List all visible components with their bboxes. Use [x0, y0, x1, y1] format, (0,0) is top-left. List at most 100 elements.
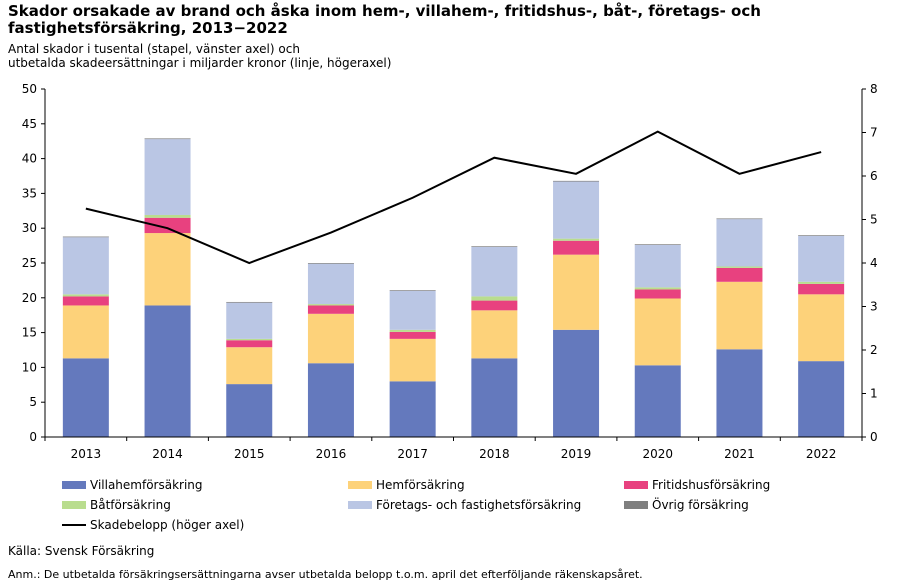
legend-swatch: [624, 481, 648, 489]
legend-swatch: [348, 481, 372, 489]
legend-swatch: [348, 501, 372, 509]
bar-segment: [553, 254, 600, 330]
bar-segment: [798, 294, 845, 362]
legend-label: Skadebelopp (höger axel): [90, 518, 245, 532]
bar-segment: [798, 235, 845, 236]
chart-title: Skador orsakade av brand och åska inom h…: [8, 2, 761, 37]
bar-segment: [307, 263, 354, 305]
y2-tick-label: 5: [870, 213, 878, 227]
bar-segment: [798, 281, 845, 284]
source-text: Källa: Svensk Försäkring: [8, 544, 155, 558]
y-tick-label: 45: [22, 117, 37, 131]
legend-label: Fritidshusförsäkring: [652, 478, 771, 492]
y2-tick-label: 7: [870, 126, 878, 140]
legend-item-villahem: Villahemförsäkring: [62, 478, 203, 492]
bar-segment: [471, 310, 518, 359]
bar-segment: [471, 296, 518, 301]
bar-segment: [226, 347, 273, 385]
bar-segment: [62, 237, 109, 295]
line-group: [85, 130, 822, 265]
bar-segment: [389, 381, 436, 437]
legend-swatch: [624, 501, 648, 509]
bar-segment: [226, 338, 273, 341]
bar-segment: [798, 361, 845, 437]
bar-segment: [716, 219, 763, 267]
bar-segment: [716, 281, 763, 350]
legend-label: Villahemförsäkring: [90, 478, 203, 492]
bar-segment: [553, 329, 600, 437]
bar-segment: [144, 305, 191, 437]
legend-label: Hemförsäkring: [376, 478, 465, 492]
x-tick-label: 2022: [806, 447, 837, 461]
bar-segment: [307, 313, 354, 364]
bar-segment: [144, 217, 191, 234]
x-tick-label: 2020: [642, 447, 673, 461]
bar-segment: [144, 139, 191, 215]
y-tick-label: 30: [22, 221, 37, 235]
bar-segment: [798, 235, 845, 282]
bar-segment: [307, 363, 354, 437]
bar-segment: [634, 244, 681, 245]
y-tick-label: 50: [22, 82, 37, 96]
bar-segment: [389, 338, 436, 382]
x-tick-label: 2021: [724, 447, 755, 461]
bar-segment: [144, 214, 191, 218]
bar-segment: [307, 263, 354, 264]
legend-item-skadebelopp: Skadebelopp (höger axel): [62, 518, 244, 532]
bar-segment: [716, 349, 763, 437]
bar-segment: [471, 358, 518, 437]
bar-segment: [389, 290, 436, 291]
bar-segment: [716, 218, 763, 220]
bar-segment: [634, 244, 681, 288]
y-tick-label: 25: [22, 256, 37, 270]
legend-item-hem: Hemförsäkring: [348, 478, 465, 492]
y-tick-label: 10: [22, 360, 37, 374]
bar-segment: [634, 298, 681, 366]
bar-segment: [634, 365, 681, 437]
x-tick-label: 2017: [397, 447, 428, 461]
bar-segment: [307, 304, 354, 306]
x-tick-label: 2014: [152, 447, 183, 461]
bar-segment: [62, 296, 109, 306]
legend-swatch: [62, 481, 86, 489]
bar-segment: [389, 331, 436, 339]
bar-segment: [634, 289, 681, 299]
legend-label: Företags- och fastighetsförsäkring: [376, 498, 582, 512]
legend-label: Båtförsäkring: [90, 498, 171, 512]
bar-segment: [226, 340, 273, 348]
bar-segment: [144, 138, 191, 140]
x-tick-label: 2019: [561, 447, 592, 461]
bar-segment: [389, 329, 436, 332]
skadebelopp-line: [85, 130, 822, 265]
y2-tick-label: 8: [870, 82, 878, 96]
legend-item-foretag: Företags- och fastighetsförsäkring: [348, 498, 581, 512]
y-tick-label: 0: [29, 430, 37, 444]
x-tick-label: 2013: [71, 447, 102, 461]
bar-segment: [553, 238, 600, 241]
y2-tick-label: 3: [870, 300, 878, 314]
legend-line-swatch: [62, 524, 86, 526]
bar-segment: [144, 233, 191, 306]
bar-segment: [716, 267, 763, 282]
y-tick-label: 5: [29, 395, 37, 409]
x-tick-label: 2015: [234, 447, 265, 461]
x-tick-label: 2018: [479, 447, 510, 461]
bar-segment: [471, 300, 518, 311]
bar-segment: [634, 287, 681, 290]
bar-segment: [553, 180, 600, 182]
bar-segment: [307, 305, 354, 314]
legend-swatch: [62, 501, 86, 509]
bar-segment: [62, 305, 109, 359]
y2-tick-label: 2: [870, 343, 878, 357]
legend: Villahemförsäkring Hemförsäkring Fritids…: [62, 478, 862, 538]
legend-item-ovrig: Övrig försäkring: [624, 498, 749, 512]
bar-segment: [62, 294, 109, 297]
legend-item-fritidshus: Fritidshusförsäkring: [624, 478, 770, 492]
y2-tick-label: 0: [870, 430, 878, 444]
bars-group: [62, 138, 845, 437]
y2-tick-label: 6: [870, 169, 878, 183]
legend-label: Övrig försäkring: [652, 498, 749, 512]
bar-segment: [62, 236, 109, 238]
